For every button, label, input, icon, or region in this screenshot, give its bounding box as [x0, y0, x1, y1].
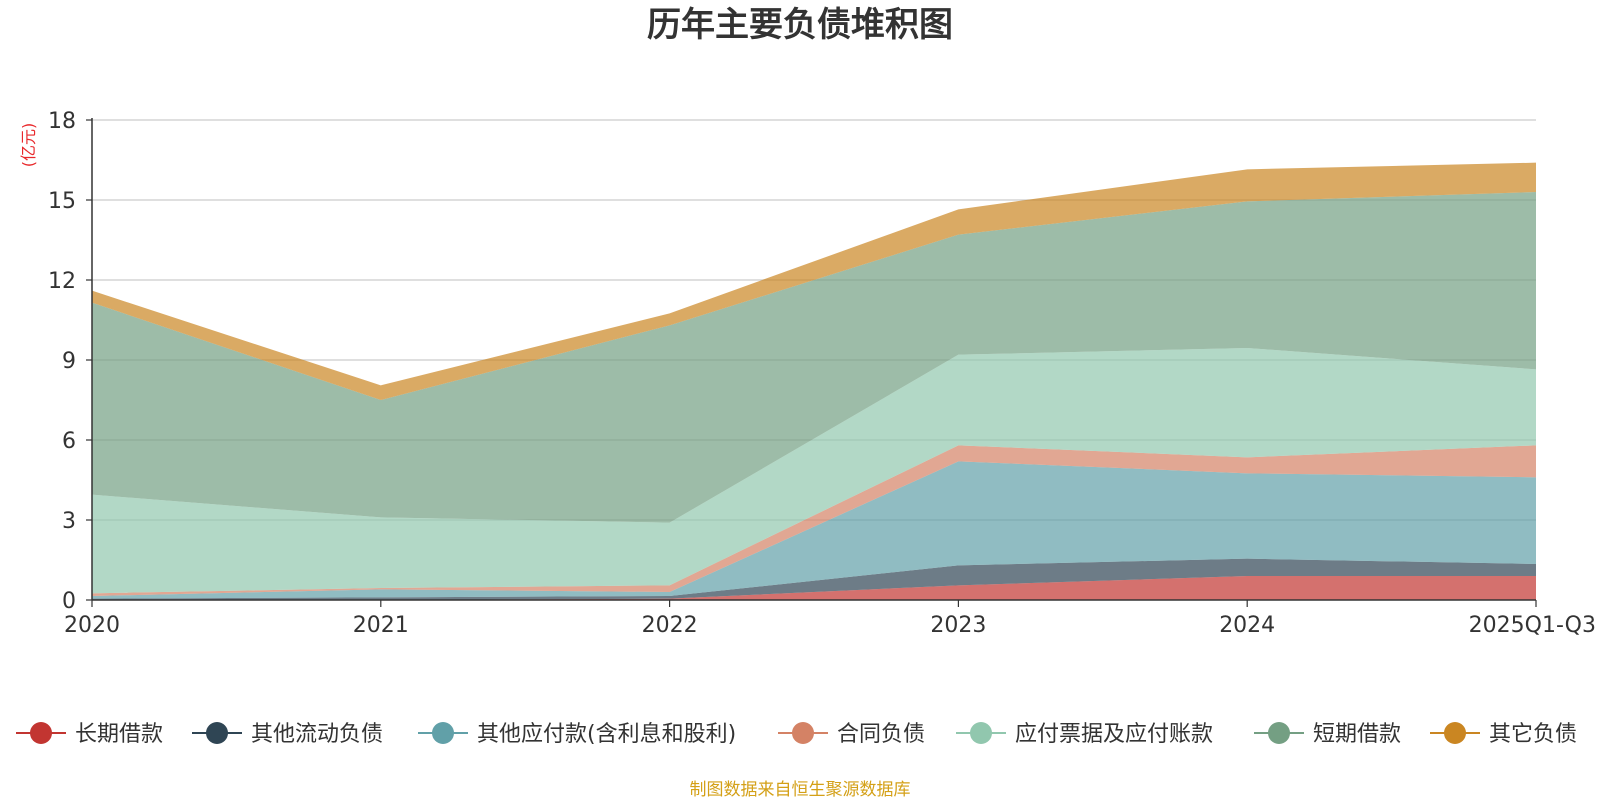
legend-label: 短期借款	[1313, 722, 1401, 747]
legend-label: 应付票据及应付账款	[1015, 722, 1213, 747]
legend-item-2[interactable]: 其他应付款(含利息和股利)	[418, 722, 736, 747]
area-series-2[interactable]	[92, 461, 1536, 599]
legend-label: 其他流动负债	[251, 722, 383, 747]
y-tick-label: 6	[62, 429, 76, 454]
y-tick-label: 18	[48, 109, 76, 134]
y-tick-label: 12	[48, 269, 76, 294]
legend-label: 长期借款	[75, 722, 163, 747]
legend-marker	[792, 722, 814, 744]
legend-label: 其它负债	[1489, 722, 1577, 747]
x-tick-label: 2025Q1-Q3	[1469, 613, 1596, 638]
x-tick-label: 2021	[353, 613, 409, 638]
legend-marker	[1268, 722, 1290, 744]
legend-marker	[970, 722, 992, 744]
axes: 0 3 6 9 12 15 18 2020 2021 2022 2023 2024 2025Q1-Q3	[48, 109, 1596, 638]
legend-marker	[206, 722, 228, 744]
area-series-group	[92, 162, 1536, 600]
y-tick-label: 15	[48, 189, 76, 214]
legend-label: 合同负债	[837, 722, 925, 747]
legend-marker	[1444, 722, 1466, 744]
legend-marker	[432, 722, 454, 744]
y-axis-unit: (亿元)	[19, 123, 38, 168]
y-tick-label: 0	[62, 589, 76, 614]
x-tick-label: 2024	[1219, 613, 1275, 638]
y-tick-label: 9	[62, 349, 76, 374]
legend-item-4[interactable]: 应付票据及应付账款	[956, 722, 1213, 747]
data-source-note: 制图数据来自恒生聚源数据库	[690, 780, 911, 800]
legend[interactable]: 长期借款 其他流动负债 其他应付款(含利息和股利) 合同负债 应付票据及应付账款 短期借款…	[16, 722, 1577, 747]
chart-title: 历年主要负债堆积图	[647, 5, 953, 45]
legend-marker	[30, 722, 52, 744]
area-series-1[interactable]	[92, 558, 1536, 600]
y-tick-label: 3	[62, 509, 76, 534]
x-tick-label: 2020	[64, 613, 120, 638]
legend-item-1[interactable]: 其他流动负债	[192, 722, 383, 747]
legend-label: 其他应付款(含利息和股利)	[477, 722, 736, 747]
area-series-5[interactable]	[92, 192, 1536, 523]
area-series-3[interactable]	[92, 445, 1536, 596]
legend-item-5[interactable]: 短期借款	[1254, 722, 1401, 747]
legend-item-0[interactable]: 长期借款	[16, 722, 163, 747]
area-series-0[interactable]	[92, 576, 1536, 600]
area-series-6[interactable]	[92, 162, 1536, 400]
x-tick-label: 2022	[642, 613, 698, 638]
legend-item-6[interactable]: 其它负债	[1430, 722, 1577, 747]
x-tick-label: 2023	[930, 613, 986, 638]
area-series-4[interactable]	[92, 348, 1536, 594]
legend-item-3[interactable]: 合同负债	[778, 722, 925, 747]
